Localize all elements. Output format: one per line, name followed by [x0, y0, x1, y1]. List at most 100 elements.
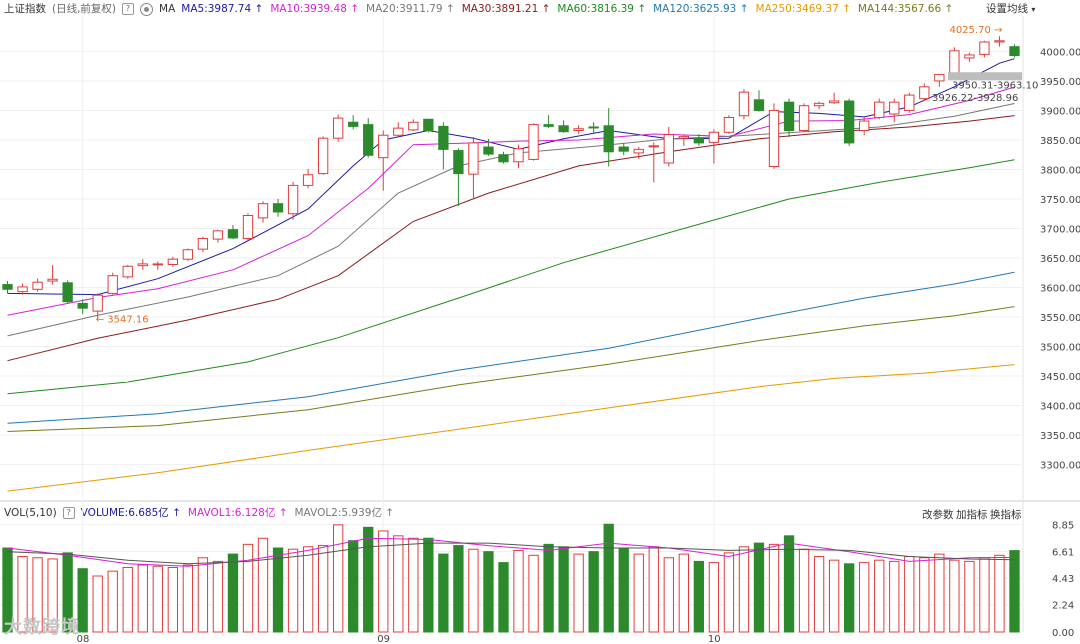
high-price-label: 4025.70 → — [949, 25, 1002, 36]
gear-icon[interactable] — [140, 2, 154, 16]
volume-bar — [197, 557, 209, 633]
ma-legend-item: MA250:3469.37 ↑ — [755, 3, 851, 15]
volume-bar — [17, 556, 28, 633]
volume-bar — [333, 524, 344, 633]
candle-body — [438, 125, 449, 150]
price-tick-label: 3850.00 — [1040, 136, 1080, 147]
candle-body — [889, 101, 900, 115]
candle-body — [92, 294, 103, 312]
volume-tick-label: 8.85 — [1052, 520, 1074, 531]
vol-items: VOLUME:6.685亿 ↑ MAVOL1:6.128亿 ↑ MAVOL2:5.9… — [81, 504, 401, 522]
volume-bar — [287, 548, 299, 633]
vol-legend-item: VOLUME:6.685亿 ↑ — [80, 507, 181, 519]
candle-body — [573, 128, 584, 132]
range-label-2: 3926.22-3928.96 — [932, 93, 1018, 104]
candle-body — [453, 150, 464, 175]
volume-bar — [573, 553, 584, 633]
candle-body — [648, 145, 659, 148]
candle-body — [618, 146, 629, 152]
candle-body — [363, 124, 374, 156]
candle-body — [272, 203, 284, 213]
candle-body — [723, 117, 735, 133]
candle-body — [227, 229, 239, 239]
ma-legend-item: MA20:3911.79 ↑ — [366, 3, 455, 15]
help-icon[interactable]: ? — [122, 3, 135, 15]
candle-body — [468, 142, 479, 175]
volume-ma-line-mavol1 — [7, 537, 1015, 567]
range-highlight — [948, 72, 1022, 81]
volume-bar — [62, 552, 73, 633]
caret-down-icon: ▾ — [1031, 5, 1036, 14]
candle-body — [813, 102, 825, 107]
volume-bar — [1009, 550, 1020, 633]
volume-bar — [693, 560, 705, 633]
volume-bar — [317, 545, 329, 633]
vol-legend-item: MAVOL2:5.939亿 ↑ — [294, 507, 395, 519]
candle-body — [167, 258, 178, 265]
ma-line-ma144 — [7, 306, 1015, 432]
candle-body — [348, 121, 359, 127]
add-indicator-button[interactable]: 加指标 — [956, 509, 988, 521]
candle-body — [513, 148, 524, 163]
volume-bar — [919, 557, 930, 633]
ma-line-ma30 — [7, 115, 1015, 362]
candle-body — [708, 131, 720, 143]
candle-body — [62, 282, 73, 303]
volume-bar — [994, 554, 1005, 633]
candle-body — [1009, 46, 1020, 57]
low-price-label: ← 3547.16 — [96, 315, 149, 326]
volume-bar — [618, 547, 629, 633]
volume-bar — [678, 553, 689, 633]
volume-bar — [77, 568, 88, 633]
candle-body — [483, 146, 494, 155]
candle-body — [137, 263, 148, 267]
candle-body — [47, 278, 58, 282]
ma-line-ma5 — [7, 58, 1015, 296]
volume-bar — [663, 557, 674, 633]
volume-bar — [648, 546, 659, 633]
switch-indicator-button[interactable]: 换指标 — [990, 509, 1022, 521]
ma-line-ma250 — [7, 364, 1015, 492]
chart-mode: (日线,前复权) — [52, 3, 117, 15]
volume-bar — [723, 552, 735, 633]
price-tick-label: 3300.00 — [1040, 461, 1080, 472]
price-tick-label: 3550.00 — [1040, 313, 1080, 324]
ma-items: MA5:3987.74 ↑ MA10:3939.48 ↑ MA20:3911.79 … — [181, 0, 960, 18]
candle-body — [122, 265, 133, 278]
vol-help-icon[interactable]: ? — [62, 507, 75, 519]
change-params-button[interactable]: 改参数 — [922, 509, 954, 521]
candle-body — [949, 50, 960, 74]
ma-legend-item: MA30:3891.21 ↑ — [461, 3, 551, 15]
candle-body — [423, 118, 434, 132]
candle-body — [182, 249, 194, 260]
candle-body — [798, 105, 810, 132]
candle-body — [919, 86, 930, 100]
price-tick-label: 3500.00 — [1040, 343, 1080, 354]
candle-body — [979, 41, 990, 55]
volume-bar — [453, 545, 464, 633]
price-tick-label: 3350.00 — [1040, 431, 1080, 442]
candle-body — [678, 135, 689, 139]
volume-bar — [348, 540, 359, 633]
candle-body — [783, 101, 795, 132]
candle-body — [859, 120, 870, 132]
settings-ma-button[interactable]: 设置均线 ▾ — [986, 1, 1035, 16]
volume-bar — [783, 535, 795, 633]
volume-bar — [798, 548, 810, 633]
volume-bar — [257, 537, 269, 633]
candle-body — [2, 284, 13, 290]
price-tick-label: 3600.00 — [1040, 284, 1080, 295]
volume-tick-label: 2.24 — [1052, 601, 1074, 612]
candle-body — [874, 101, 885, 119]
candle-body — [333, 117, 344, 139]
candle-body — [543, 124, 554, 127]
candle-body — [257, 203, 269, 219]
volume-bar — [468, 548, 479, 633]
volume-bar — [753, 542, 765, 633]
volume-bar — [32, 557, 43, 633]
volume-bar — [92, 575, 103, 633]
price-tick-label: 3800.00 — [1040, 165, 1080, 176]
volume-bar — [152, 565, 163, 633]
candle-body — [603, 125, 614, 153]
